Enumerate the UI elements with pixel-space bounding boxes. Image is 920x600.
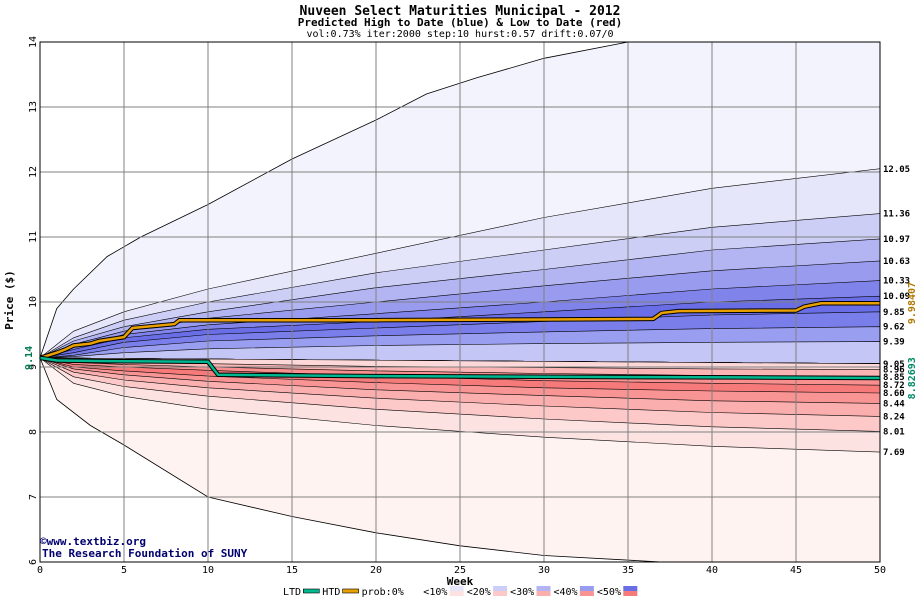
right-value-label: 9.85	[883, 308, 905, 318]
x-tick-label: 15	[286, 565, 298, 576]
y-tick-label: 10	[28, 296, 39, 308]
plot-border	[39, 41, 881, 563]
right-value-label: 8.01	[883, 427, 905, 437]
x-tick-label: 30	[538, 565, 550, 576]
chart-subtitle: Predicted High to Date (blue) & Low to D…	[298, 16, 623, 29]
y-tick-label: 6	[28, 559, 39, 565]
right-value-label: 9.05	[883, 360, 905, 370]
y-tick-label: 8	[28, 429, 39, 435]
x-tick-label: 40	[706, 565, 718, 576]
legend-swatch-high	[449, 586, 464, 591]
x-tick-label: 0	[37, 565, 43, 576]
right-value-label: 8.44	[883, 399, 905, 409]
y-axis-label: Price ($)	[3, 270, 16, 330]
legend-swatch-low	[449, 591, 464, 596]
start-price-label: 9.14	[24, 346, 35, 370]
legend-label: <10%	[423, 587, 447, 598]
y-tick-label: 11	[28, 231, 39, 243]
right-value-labels: 12.0511.3610.9710.6310.3310.099.859.629.…	[883, 165, 918, 458]
x-tick-label: 45	[790, 565, 802, 576]
right-value-label: 10.09	[883, 292, 910, 302]
legend-label: <40%	[554, 587, 578, 598]
x-tick-label: 20	[370, 565, 382, 576]
y-tick-label: 13	[28, 101, 39, 113]
right-value-label: 8.72	[883, 381, 905, 391]
x-axis-label: Week	[447, 575, 474, 588]
y-tick-label: 12	[28, 166, 39, 178]
legend-label: HTD	[322, 587, 340, 598]
ltd-end-value: 8.82693	[907, 357, 918, 399]
y-tick-label: 7	[28, 494, 39, 500]
right-value-label: 8.24	[883, 412, 905, 422]
x-tick-label: 50	[874, 565, 886, 576]
y-tick-label: 9	[28, 364, 39, 370]
legend-label: <30%	[510, 587, 534, 598]
legend-swatch-high	[536, 586, 551, 591]
htd-line	[39, 302, 880, 360]
legend-swatch	[406, 586, 421, 596]
x-tick-label: 5	[121, 565, 127, 576]
right-value-label: 8.96	[883, 366, 905, 376]
legend-label: <50%	[597, 587, 621, 598]
right-value-label: 10.33	[883, 277, 910, 287]
legend-swatch-low	[579, 591, 594, 596]
legend-line-swatch	[342, 588, 359, 594]
x-tick-label: 25	[454, 565, 466, 576]
x-tick-label: 35	[622, 565, 634, 576]
watermark-line-2: The Research Foundation of SUNY	[42, 547, 248, 560]
legend-swatch-high	[493, 586, 508, 591]
right-value-label: 7.69	[883, 448, 905, 458]
right-value-label: 10.97	[883, 235, 910, 245]
right-value-label: 11.36	[883, 210, 910, 220]
x-tick-label: 10	[202, 565, 214, 576]
right-value-label: 10.63	[883, 257, 910, 267]
series-lines	[39, 301, 881, 381]
axes: 0 5 10 15 20 25 30 35 40 45 50 6 7 8 9 10 11 12 13 14 9.14	[24, 36, 886, 576]
right-value-label: 12.05	[883, 165, 910, 175]
chart-params: vol:0.73% iter:2000 step:10 hurst:0.57 d…	[306, 29, 613, 40]
right-value-label: 8.60	[883, 389, 905, 399]
legend-swatch-high	[579, 586, 594, 591]
legend-label: <20%	[467, 587, 491, 598]
watermark-line-1: ©www.textbiz.org	[40, 535, 146, 548]
legend-swatch-low	[493, 591, 508, 596]
legend-label: prob:0%	[362, 587, 404, 598]
legend-label: LTD	[283, 587, 301, 598]
right-value-label: 9.62	[883, 323, 905, 333]
legend-line-swatch	[302, 588, 320, 594]
right-value-label: 9.39	[883, 338, 905, 348]
legend-swatch-low	[536, 591, 551, 596]
chart-title: Nuveen Select Maturities Municipal - 201…	[300, 4, 621, 19]
legend-swatch-high	[623, 586, 638, 591]
legend-swatch-low	[623, 591, 638, 596]
legend: LTD HTD prob:0% <10% <20% <30% <40% <50%	[283, 586, 638, 598]
right-value-label: 8.85	[883, 373, 905, 383]
y-tick-label: 14	[28, 36, 39, 48]
ltd-line	[39, 356, 881, 380]
htd-end-value: 9.98407	[907, 282, 918, 324]
